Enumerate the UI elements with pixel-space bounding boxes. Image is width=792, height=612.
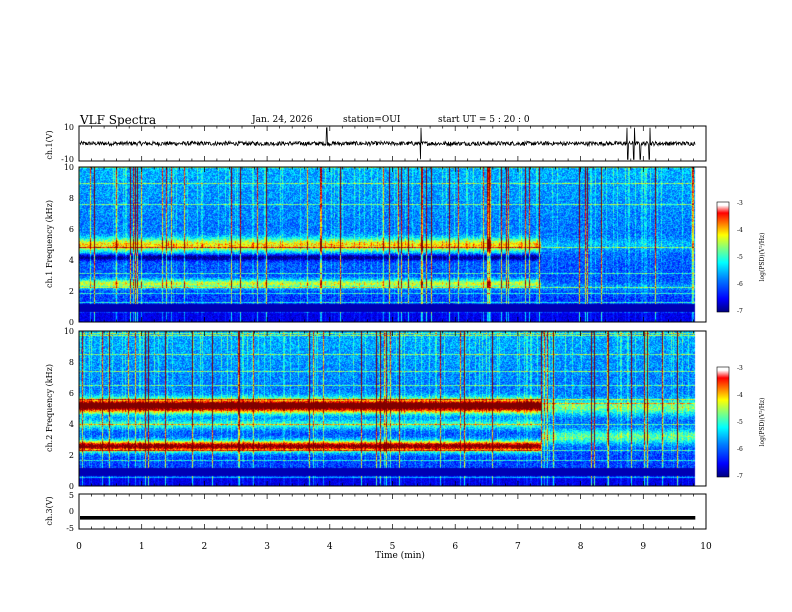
ch1-spectrogram-panel: 0 2 4 6 8 10 ch.1 Frequency (kHz) -3 -4 … [45, 163, 766, 327]
ch1-ytick-4: 4 [69, 256, 74, 265]
cb2-tick-7: -7 [737, 473, 743, 480]
ch2-ytick-8: 8 [69, 358, 74, 367]
start-time-label: start UT = 5 : 20 : 0 [438, 115, 530, 125]
ch1-ytick-0: 0 [69, 318, 74, 327]
cb1-label: log(PSD)(V²/Hz) [759, 233, 766, 282]
ch2-ytick-10: 10 [64, 327, 74, 336]
ch1-ytick-bottom: -10 [61, 155, 74, 164]
ch1-spectrogram-ylabel: ch.1 Frequency (kHz) [45, 200, 54, 288]
ch1-waveform-panel: 10 -10 ch.1(V) [45, 123, 707, 164]
cb2-tick-4: -4 [737, 392, 743, 399]
ch2-spectrogram-ylabel: ch.2 Frequency (kHz) [45, 364, 54, 452]
cb1-tick-4: -4 [737, 227, 743, 234]
xtick-label-9: 9 [640, 542, 646, 552]
ch3-ytick-0: 0 [69, 507, 74, 516]
x-ticks [78, 126, 707, 529]
cb2-tick-5: -5 [737, 419, 743, 426]
xtick-label-8: 8 [578, 542, 584, 552]
xtick-label-4: 4 [327, 542, 333, 552]
ch1-ytick-8: 8 [69, 194, 74, 203]
cb2-label: log(PSD)(V²/Hz) [759, 398, 766, 447]
cb1-tick-3: -3 [737, 200, 743, 207]
ch3-trace-line [80, 516, 696, 520]
station-label: station=OUI [343, 115, 401, 125]
cb1-tick-5: -5 [737, 254, 743, 261]
cb1-tick-6: -6 [737, 281, 743, 288]
cb2-tick-6: -6 [737, 446, 743, 453]
x-tick-labels: 0 1 2 3 4 5 6 7 8 9 10 [76, 542, 712, 552]
cb2-tick-3: -3 [737, 365, 743, 372]
ch1-spectrogram-yticks: 0 2 4 6 8 10 [64, 163, 74, 327]
ch3-ytick-5: 5 [69, 491, 74, 500]
ch2-ytick-4: 4 [69, 420, 74, 429]
x-axis-label: Time (min) [375, 550, 425, 561]
xtick-label-0: 0 [76, 542, 82, 552]
ch2-ytick-6: 6 [69, 389, 74, 398]
ch1-ytick-2: 2 [69, 287, 74, 296]
chart-title: VLF Spectra [80, 113, 157, 127]
xtick-label-7: 7 [515, 542, 521, 552]
ch3-ytick-minus5: -5 [66, 524, 74, 533]
ch3-frame [78, 493, 707, 530]
ch2-spectrogram-image [79, 331, 706, 486]
xtick-label-3: 3 [264, 542, 270, 552]
xtick-label-6: 6 [452, 542, 458, 552]
cb1-tick-7: -7 [737, 308, 743, 315]
ch2-spectrogram-yticks: 0 2 4 6 8 10 [64, 327, 74, 491]
ch1-ytick-10: 10 [64, 163, 74, 172]
xtick-label-10: 10 [700, 542, 712, 552]
ch3-ylabel: ch.3(V) [45, 496, 54, 525]
ch2-spectrogram-panel: 0 2 4 6 8 10 ch.2 Frequency (kHz) -3 -4 … [45, 327, 766, 491]
date-label: Jan. 24, 2026 [252, 115, 313, 125]
ch2-colorbar [716, 366, 730, 478]
xtick-label-2: 2 [202, 542, 208, 552]
ch2-ytick-0: 0 [69, 482, 74, 491]
ch1-waveform-ylabel: ch.1(V) [45, 130, 54, 159]
xtick-label-5: 5 [390, 542, 396, 552]
ch3-panel: 5 0 -5 ch.3(V) [45, 491, 707, 533]
ch1-colorbar [716, 201, 730, 313]
xtick-label-1: 1 [139, 542, 145, 552]
ch1-ytick-6: 6 [69, 225, 74, 234]
ch2-ytick-2: 2 [69, 451, 74, 460]
ch1-ytick-top: 10 [64, 123, 74, 132]
ch1-waveform-line [79, 127, 696, 160]
ch1-spectrogram-image [79, 167, 706, 322]
